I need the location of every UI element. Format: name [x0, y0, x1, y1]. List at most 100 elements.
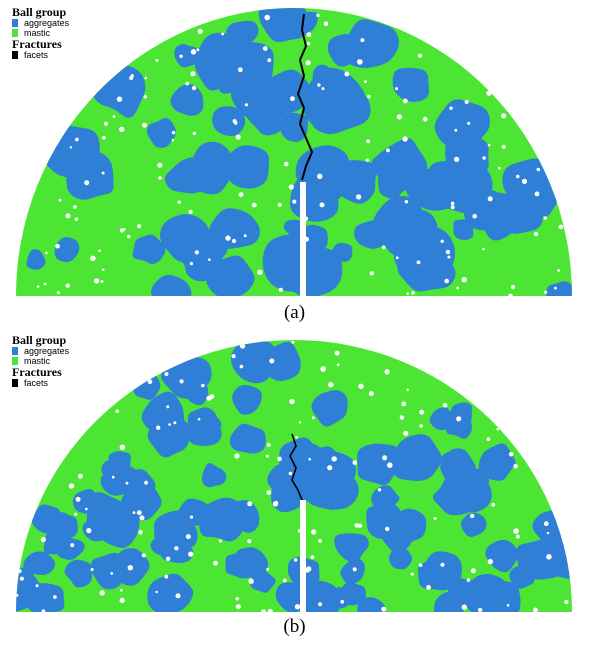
void-particle [174, 546, 179, 551]
aggregate-particle [434, 99, 490, 150]
void-particle [116, 96, 123, 102]
void-particle [321, 87, 325, 91]
void-particle [336, 363, 340, 367]
void-particle [110, 572, 114, 575]
void-particle [235, 134, 241, 140]
void-particle [416, 260, 421, 265]
void-particle [328, 382, 334, 388]
aggregate-particle [208, 208, 260, 249]
void-particle [402, 136, 408, 142]
aggregate-particle [450, 402, 473, 426]
void-particle [119, 444, 126, 451]
void-particle [191, 85, 197, 91]
void-particle [185, 81, 190, 86]
aggregate-particle [392, 67, 430, 102]
void-particle [521, 178, 528, 184]
void-particle [290, 96, 295, 102]
void-particle [209, 394, 215, 399]
void-particle [147, 379, 153, 385]
legend-ball-group-title: Ball group [12, 5, 67, 19]
void-particle [90, 255, 96, 262]
void-particle [235, 597, 239, 601]
void-particle [142, 122, 147, 128]
void-particle [466, 578, 471, 582]
void-particle [192, 131, 197, 136]
legend-ball-group-title: Ball group [12, 333, 67, 347]
aggregate-particle [146, 118, 176, 148]
void-particle [185, 534, 191, 540]
void-particle [367, 94, 371, 99]
void-particle [554, 286, 557, 290]
aggregate-particle [453, 219, 474, 241]
aggregate-particle [211, 56, 252, 94]
aggregate-particle [230, 340, 276, 384]
void-particle [43, 282, 47, 286]
void-particle [136, 510, 142, 516]
aggregate-particle [433, 591, 465, 612]
aggregates-swatch [12, 347, 18, 355]
aggregate-particle [340, 558, 365, 585]
void-particle [41, 609, 46, 612]
void-particle [319, 202, 325, 208]
void-particle [175, 593, 181, 599]
void-particle [382, 455, 388, 461]
void-particle [498, 166, 501, 170]
aggregate-particle [229, 423, 266, 454]
crack-facets-b [289, 433, 303, 501]
legend-item-aggregates: aggregates [12, 346, 69, 356]
aggregate-particle [441, 452, 463, 474]
void-particle [257, 269, 263, 275]
void-particle [19, 576, 24, 581]
void-particle [440, 562, 445, 567]
void-particle [461, 604, 467, 610]
legend-fractures-title: Fractures [12, 365, 62, 379]
void-particle [294, 604, 301, 610]
void-particle [247, 501, 253, 507]
void-particle [73, 205, 77, 209]
void-particle [141, 553, 146, 558]
void-particle [406, 292, 409, 296]
void-particle [111, 475, 115, 479]
void-particle [318, 602, 323, 607]
void-particle [17, 568, 22, 574]
void-particle [470, 513, 475, 519]
void-particle [261, 609, 266, 612]
void-particle [508, 451, 514, 457]
legend-a: Ball group aggregates mastic Fractures f… [12, 6, 69, 60]
aggregate-particle [485, 539, 519, 573]
aggregate-particle [205, 255, 255, 296]
void-particle [352, 460, 358, 465]
void-particle [90, 568, 94, 571]
aggregate-particle [132, 234, 166, 265]
void-particle [344, 71, 350, 77]
void-particle [119, 588, 123, 592]
void-particle [419, 409, 425, 415]
void-particle [123, 228, 126, 231]
void-particle [308, 457, 312, 461]
aggregate-particle [354, 220, 387, 249]
void-particle [119, 126, 125, 132]
mastic-swatch [12, 357, 18, 365]
void-particle [487, 143, 491, 147]
aggregate-particle [450, 477, 492, 513]
void-particle [513, 528, 519, 534]
void-particle [234, 453, 240, 459]
aggregate-particle [283, 219, 305, 237]
void-particle [189, 262, 193, 266]
aggregate-particle [357, 597, 387, 612]
void-particle [40, 536, 46, 543]
void-particle [482, 156, 486, 160]
void-particle [477, 607, 483, 612]
void-particle [213, 560, 219, 566]
void-particle [101, 268, 105, 272]
void-particle [487, 558, 494, 565]
legend-item-mastic: mastic [12, 356, 69, 366]
aggregate-particle [477, 576, 500, 601]
aggregate-particle [378, 170, 407, 200]
aggregate-particle [54, 237, 80, 263]
void-particle [127, 565, 133, 571]
void-particle [243, 234, 247, 238]
caption-b: (b) [283, 616, 306, 637]
legend-item-facets: facets [12, 50, 69, 60]
void-particle [208, 258, 211, 262]
